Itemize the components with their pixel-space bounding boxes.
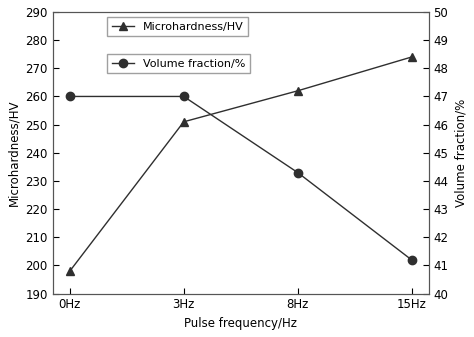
Volume fraction/%	[181, 94, 187, 98]
Volume fraction/%	[295, 171, 301, 175]
Microhardness/HV	[67, 269, 73, 273]
Volume fraction/%	[409, 258, 414, 262]
Line: Microhardness/HV: Microhardness/HV	[66, 53, 416, 275]
Y-axis label: Microhardness/HV: Microhardness/HV	[7, 99, 20, 206]
Microhardness/HV	[295, 89, 301, 93]
Microhardness/HV	[181, 120, 187, 124]
Line: Volume fraction/%: Volume fraction/%	[66, 92, 416, 264]
Legend: Volume fraction/%: Volume fraction/%	[107, 54, 249, 73]
Y-axis label: Volume fraction/%: Volume fraction/%	[454, 99, 467, 207]
Microhardness/HV	[409, 55, 414, 59]
Volume fraction/%	[67, 94, 73, 98]
X-axis label: Pulse frequency/Hz: Pulse frequency/Hz	[184, 317, 297, 330]
